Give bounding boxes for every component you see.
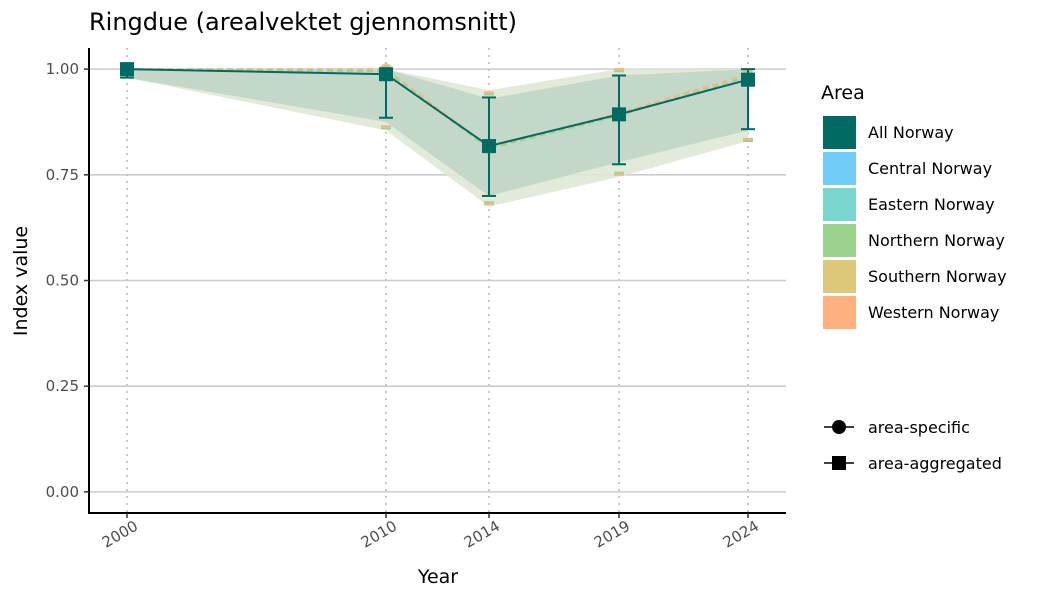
x-tick-label: 2000 <box>99 517 141 552</box>
x-tick-label: 2010 <box>358 517 400 552</box>
y-tick-label: 0.25 <box>46 377 79 395</box>
y-tick-label: 0.75 <box>46 166 79 184</box>
legend-swatch-northern-norway <box>823 224 856 257</box>
legend-label: Central Norway <box>868 159 992 178</box>
legend-label: Southern Norway <box>868 267 1007 286</box>
northern-norway-line <box>126 68 749 150</box>
chart-title: Ringdue (arealvektet gjennomsnitt) <box>89 8 517 36</box>
y-axis-title: Index value <box>10 226 32 336</box>
all-norway-point <box>741 72 755 87</box>
all-norway-point <box>379 67 393 82</box>
confidence-ribbons <box>127 69 748 207</box>
x-tick-label: 2019 <box>591 517 633 552</box>
all-norway-point <box>482 139 496 154</box>
legend-swatch-eastern-norway <box>823 188 856 221</box>
western-norway-line <box>127 68 749 149</box>
legend-swatch-southern-norway <box>823 260 856 293</box>
y-tick-label: 1.00 <box>46 60 79 78</box>
ribbon-1 <box>127 69 748 196</box>
legend-label: All Norway <box>868 123 954 142</box>
x-tick-label: 2014 <box>461 517 503 552</box>
legend-label: area-aggregated <box>868 454 1002 473</box>
legend-title: Area <box>821 82 865 104</box>
x-tick-label: 2024 <box>720 517 762 552</box>
legend-label: Western Norway <box>868 303 999 322</box>
legend-label: area-specific <box>868 418 970 437</box>
all-norway-series <box>120 62 755 197</box>
legend-swatch-western-norway <box>823 296 856 329</box>
y-tick-label: 0.00 <box>46 483 79 501</box>
legend: Area All Norway Central Norway Eastern Nor… <box>821 82 1007 473</box>
legend-swatch-all-norway <box>823 116 856 149</box>
legend-circle-marker <box>832 420 846 434</box>
all-norway-point <box>120 62 134 77</box>
legend-label: Northern Norway <box>868 231 1005 250</box>
legend-label: Eastern Norway <box>868 195 995 214</box>
legend-swatch-central-norway <box>823 152 856 185</box>
x-axis-title: Year <box>417 566 458 588</box>
y-tick-label: 0.50 <box>46 272 79 290</box>
all-norway-point <box>612 107 626 122</box>
legend-square-marker <box>832 456 846 470</box>
